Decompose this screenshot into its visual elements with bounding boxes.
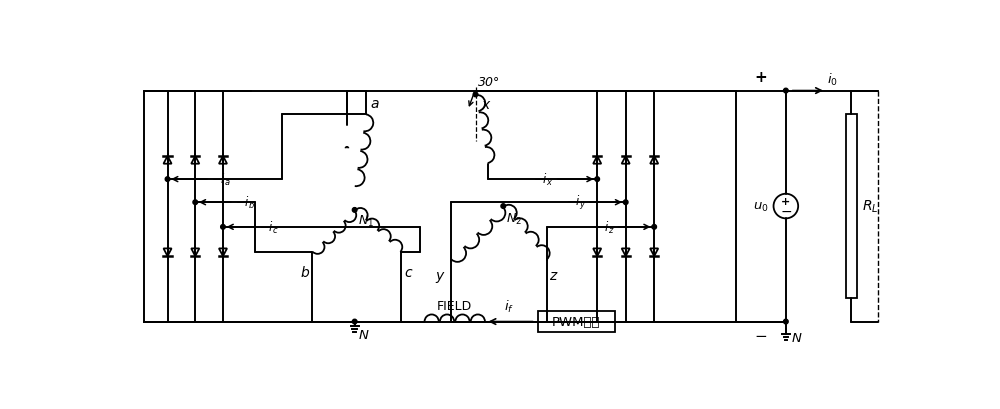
- Text: $-i_x$: $-i_x$: [533, 172, 553, 188]
- Text: $i_f$: $i_f$: [504, 298, 514, 314]
- Text: FIELD: FIELD: [437, 299, 472, 312]
- Text: $u_0$: $u_0$: [753, 200, 769, 213]
- Circle shape: [352, 319, 357, 324]
- Text: +: +: [781, 197, 790, 207]
- Text: N: N: [792, 331, 802, 344]
- Text: 30°: 30°: [478, 76, 500, 89]
- Text: x: x: [482, 97, 490, 111]
- Text: c: c: [405, 266, 412, 280]
- Circle shape: [473, 93, 478, 97]
- Text: $-i_b$: $-i_b$: [235, 195, 255, 211]
- Circle shape: [221, 225, 225, 229]
- Text: PWM调压: PWM调压: [552, 315, 601, 328]
- Circle shape: [623, 200, 628, 205]
- Text: b: b: [300, 266, 309, 280]
- Circle shape: [595, 178, 600, 182]
- Circle shape: [501, 204, 506, 209]
- Text: $-i_a$: $-i_a$: [211, 172, 231, 188]
- Text: $N_2$: $N_2$: [506, 211, 522, 226]
- Bar: [538, 311, 615, 333]
- Circle shape: [352, 208, 357, 213]
- Text: $-i_z$: $-i_z$: [595, 219, 614, 235]
- Circle shape: [165, 178, 170, 182]
- Text: N: N: [359, 328, 368, 341]
- Text: $i_0$: $i_0$: [827, 72, 838, 88]
- Text: $-i_y$: $-i_y$: [566, 194, 586, 212]
- Text: $N_1$: $N_1$: [358, 213, 374, 229]
- Text: +: +: [754, 70, 767, 85]
- Text: $R_L$: $R_L$: [862, 198, 879, 215]
- Circle shape: [652, 225, 656, 229]
- Text: −: −: [754, 328, 767, 343]
- Bar: [846, 115, 857, 299]
- Text: a: a: [371, 97, 379, 110]
- Text: y: y: [435, 268, 443, 282]
- Text: z: z: [549, 268, 557, 282]
- Text: −: −: [780, 204, 792, 218]
- Text: $-i_c$: $-i_c$: [259, 219, 279, 235]
- Circle shape: [193, 200, 198, 205]
- Circle shape: [784, 319, 788, 324]
- Circle shape: [784, 89, 788, 94]
